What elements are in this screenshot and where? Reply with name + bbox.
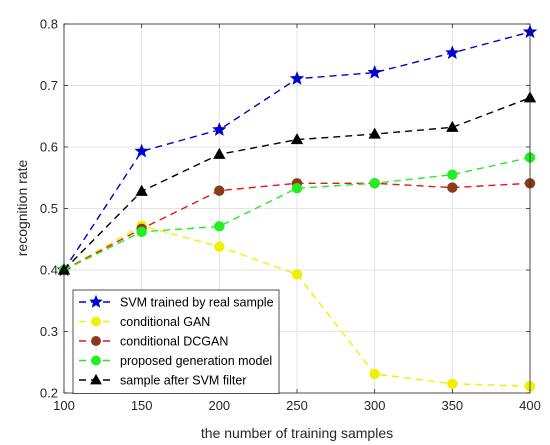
series-4 <box>57 91 537 275</box>
legend-label: conditional GAN <box>120 315 210 329</box>
y-tick-label: 0.7 <box>40 78 58 93</box>
legend: SVM trained by real sample conditional GA… <box>72 289 280 394</box>
legend-entry: SVM trained by real sample <box>79 294 274 310</box>
data-point <box>447 378 458 389</box>
axis-ticks: 100 150 200 250 300 350 400 0.2 0.3 0.4 0.5 0.6 0.7 0… <box>40 17 541 414</box>
data-point <box>369 368 380 380</box>
x-tick-label: 400 <box>519 398 541 413</box>
series-group <box>56 24 538 392</box>
legend-box <box>72 289 280 394</box>
legend-label: SVM trained by real sample <box>120 296 274 310</box>
data-point <box>289 71 305 85</box>
y-tick-label: 0.3 <box>40 324 58 339</box>
legend-label: proposed generation model <box>120 354 272 368</box>
data-point <box>290 133 304 145</box>
data-point <box>213 147 226 159</box>
x-tick-label: 350 <box>441 398 463 413</box>
data-point <box>291 183 303 194</box>
data-point <box>214 185 225 196</box>
data-point <box>134 143 149 158</box>
legend-entry: conditional DCGAN <box>79 335 228 349</box>
legend-label: sample after SVM filter <box>120 374 246 388</box>
data-point <box>214 221 225 232</box>
legend-label: conditional DCGAN <box>120 335 228 349</box>
y-tick-label: 0.8 <box>40 17 58 32</box>
data-point <box>447 182 458 193</box>
x-tick-label: 200 <box>208 398 230 413</box>
data-point <box>446 120 459 132</box>
legend-marker <box>91 336 101 346</box>
y-tick-label: 0.6 <box>40 140 58 155</box>
y-axis-label: recognition rate <box>14 160 30 257</box>
y-tick-label: 0.2 <box>40 386 58 401</box>
data-point <box>212 122 227 137</box>
legend-marker <box>89 294 103 308</box>
x-tick-label: 250 <box>286 398 308 413</box>
data-point <box>369 178 380 189</box>
legend-marker <box>91 355 101 366</box>
data-point <box>214 241 225 252</box>
x-tick-label: 100 <box>53 398 75 413</box>
data-point <box>368 127 381 139</box>
x-tick-label: 300 <box>364 398 386 413</box>
legend-entry: conditional GAN <box>79 315 210 329</box>
legend-entry: proposed generation model <box>79 354 272 368</box>
y-tick-label: 0.4 <box>40 263 58 278</box>
data-point <box>136 226 147 238</box>
data-point <box>445 45 460 60</box>
data-point <box>291 269 303 280</box>
data-point <box>135 184 148 196</box>
legend-marker <box>90 373 102 385</box>
data-point <box>447 169 458 180</box>
legend-entry: sample after SVM filter <box>79 374 246 388</box>
data-point <box>367 64 382 79</box>
x-tick-label: 150 <box>131 398 153 413</box>
legend-marker <box>91 316 101 327</box>
y-tick-label: 0.5 <box>40 201 58 216</box>
x-axis-label: the number of training samples <box>201 425 393 441</box>
